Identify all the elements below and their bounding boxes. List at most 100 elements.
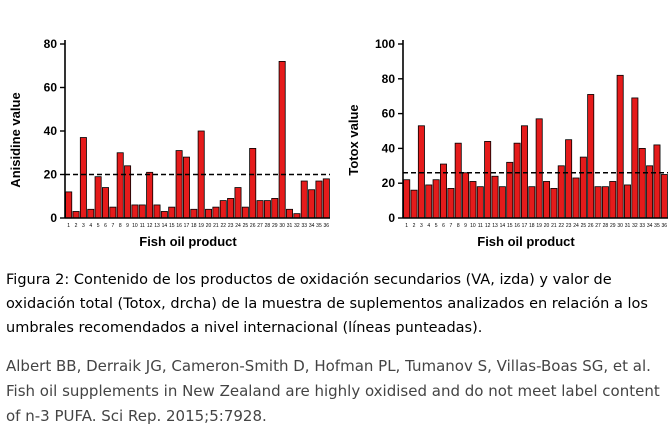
x-tick-label: 19	[198, 223, 204, 229]
bar	[219, 200, 227, 219]
bar	[278, 61, 286, 219]
bar	[256, 200, 264, 219]
x-tick-label: 16	[514, 223, 520, 229]
x-tick-label: 27	[595, 223, 601, 229]
x-tick-label: 3	[420, 223, 423, 229]
bar	[146, 171, 154, 219]
x-tick-label: 32	[294, 223, 300, 229]
bar	[506, 161, 514, 219]
x-tick-label: 7	[449, 223, 452, 229]
x-tick-label: 21	[213, 223, 219, 229]
x-tick-label: 22	[220, 223, 226, 229]
bar	[410, 189, 418, 219]
x-tick-label: 10	[132, 223, 138, 229]
x-tick-label: 31	[287, 223, 293, 229]
x-tick-label: 9	[464, 223, 467, 229]
y-axis-title: Anisidine value	[8, 92, 23, 187]
bar	[205, 208, 213, 219]
x-tick-label: 34	[309, 223, 315, 229]
x-tick-label: 7	[111, 223, 114, 229]
bar	[469, 181, 477, 219]
x-tick-label: 20	[206, 223, 212, 229]
x-tick-label: 29	[610, 223, 616, 229]
bar	[550, 188, 558, 219]
y-tick-label: 60	[382, 107, 396, 121]
bar	[432, 179, 440, 219]
bar	[454, 142, 462, 219]
x-tick-label: 4	[427, 223, 430, 229]
x-tick-label: 1	[67, 223, 70, 229]
x-tick-label: 26	[250, 223, 256, 229]
bar	[241, 206, 249, 219]
bar	[579, 156, 587, 219]
bar	[403, 179, 411, 219]
x-tick-label: 5	[97, 223, 100, 229]
bar	[322, 178, 330, 219]
y-tick-label: 40	[44, 124, 58, 138]
y-tick-label: 0	[50, 211, 57, 225]
bar	[234, 187, 242, 219]
x-tick-label: 20	[544, 223, 550, 229]
bar	[528, 186, 536, 219]
bar	[182, 156, 190, 219]
bar	[609, 181, 617, 219]
x-tick-label: 33	[639, 223, 645, 229]
bar	[65, 191, 73, 219]
x-tick-label: 35	[654, 223, 660, 229]
bar	[520, 125, 528, 219]
bar	[447, 188, 455, 219]
bar	[168, 206, 176, 219]
x-tick-label: 33	[301, 223, 307, 229]
bar	[498, 186, 506, 219]
x-tick-label: 6	[104, 223, 107, 229]
bar	[131, 204, 139, 219]
x-tick-label: 18	[191, 223, 197, 229]
bar	[124, 165, 132, 219]
x-tick-label: 31	[625, 223, 631, 229]
x-tick-label: 8	[119, 223, 122, 229]
bar	[660, 174, 668, 219]
x-tick-label: 29	[272, 223, 278, 229]
bar	[249, 148, 257, 219]
x-tick-label: 36	[324, 223, 330, 229]
bar	[212, 206, 220, 219]
bar	[601, 186, 609, 219]
x-tick-label: 13	[154, 223, 160, 229]
x-tick-label: 32	[632, 223, 638, 229]
x-tick-label: 27	[257, 223, 263, 229]
bar	[300, 180, 308, 219]
x-tick-label: 15	[507, 223, 513, 229]
bar	[153, 204, 161, 219]
x-tick-label: 23	[228, 223, 234, 229]
x-tick-label: 11	[478, 223, 483, 229]
bar	[594, 186, 602, 219]
bar	[653, 144, 661, 219]
x-tick-label: 6	[442, 223, 445, 229]
x-tick-label: 25	[581, 223, 587, 229]
x-tick-label: 30	[279, 223, 285, 229]
x-tick-label: 8	[457, 223, 460, 229]
bar	[476, 186, 484, 219]
x-tick-label: 19	[536, 223, 542, 229]
x-tick-label: 30	[617, 223, 623, 229]
bar	[79, 137, 87, 219]
y-tick-label: 60	[44, 81, 58, 95]
x-tick-label: 25	[243, 223, 249, 229]
bar	[109, 206, 117, 219]
bar	[227, 198, 235, 219]
bar	[286, 208, 293, 219]
x-tick-label: 21	[551, 223, 557, 229]
x-tick-label: 12	[485, 223, 491, 229]
bar	[616, 74, 624, 219]
bar	[425, 184, 433, 219]
bar	[484, 141, 492, 219]
bar	[308, 189, 316, 219]
x-tick-label: 4	[89, 223, 92, 229]
x-tick-label: 35	[316, 223, 322, 229]
bar	[587, 94, 595, 219]
x-tick-label: 10	[470, 223, 476, 229]
x-tick-label: 3	[82, 223, 85, 229]
x-tick-label: 28	[603, 223, 609, 229]
y-tick-label: 80	[382, 72, 396, 86]
x-tick-label: 24	[573, 223, 579, 229]
